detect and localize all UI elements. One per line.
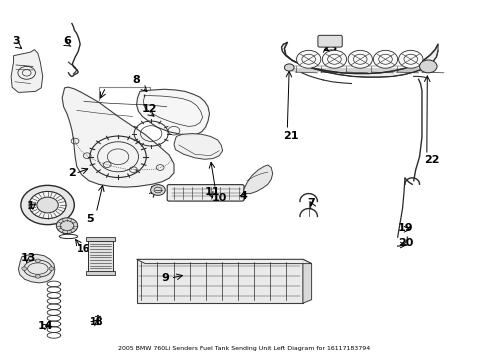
Text: 15: 15 bbox=[60, 223, 73, 233]
Text: 16: 16 bbox=[77, 244, 90, 254]
Circle shape bbox=[322, 50, 346, 68]
Polygon shape bbox=[302, 259, 311, 303]
Circle shape bbox=[22, 267, 27, 270]
Bar bbox=[86, 237, 115, 242]
Circle shape bbox=[150, 185, 165, 195]
Text: 7: 7 bbox=[307, 198, 315, 208]
Text: 2005 BMW 760Li Senders Fuel Tank Sending Unit Left Diagram for 16117183794: 2005 BMW 760Li Senders Fuel Tank Sending… bbox=[118, 346, 370, 351]
Text: 8: 8 bbox=[132, 75, 140, 85]
Text: 2: 2 bbox=[68, 168, 76, 179]
Text: 21: 21 bbox=[283, 131, 298, 141]
Bar bbox=[86, 271, 115, 275]
Polygon shape bbox=[243, 165, 272, 194]
Circle shape bbox=[296, 50, 320, 68]
Circle shape bbox=[372, 50, 397, 68]
Text: 19: 19 bbox=[397, 223, 412, 233]
Circle shape bbox=[347, 50, 372, 68]
Polygon shape bbox=[174, 134, 222, 159]
Polygon shape bbox=[11, 50, 42, 93]
Text: 14: 14 bbox=[38, 321, 53, 331]
Circle shape bbox=[37, 197, 58, 213]
FancyBboxPatch shape bbox=[317, 35, 342, 47]
Polygon shape bbox=[136, 259, 311, 264]
Text: 20: 20 bbox=[397, 238, 412, 248]
Circle shape bbox=[398, 50, 422, 68]
Text: 9: 9 bbox=[162, 273, 169, 283]
Circle shape bbox=[419, 60, 436, 73]
Polygon shape bbox=[281, 42, 437, 77]
Text: 23: 23 bbox=[322, 43, 337, 53]
Polygon shape bbox=[19, 254, 55, 283]
Text: 4: 4 bbox=[239, 190, 247, 201]
Polygon shape bbox=[136, 89, 209, 135]
Bar bbox=[88, 242, 113, 273]
Text: 12: 12 bbox=[141, 104, 157, 114]
Polygon shape bbox=[136, 259, 302, 303]
Text: 11: 11 bbox=[204, 187, 220, 197]
Circle shape bbox=[284, 64, 293, 71]
Circle shape bbox=[35, 259, 40, 262]
Text: 5: 5 bbox=[86, 214, 94, 224]
Text: 13: 13 bbox=[21, 253, 36, 264]
Text: 22: 22 bbox=[424, 155, 439, 165]
Circle shape bbox=[29, 192, 66, 219]
Circle shape bbox=[49, 267, 54, 270]
Text: 10: 10 bbox=[211, 193, 226, 203]
Circle shape bbox=[21, 185, 74, 225]
Text: 1: 1 bbox=[27, 201, 34, 211]
Text: 18: 18 bbox=[90, 317, 103, 327]
Polygon shape bbox=[62, 87, 174, 187]
Text: 17: 17 bbox=[149, 186, 163, 196]
FancyBboxPatch shape bbox=[167, 185, 244, 201]
Text: 3: 3 bbox=[12, 36, 20, 46]
Circle shape bbox=[35, 275, 40, 278]
Text: 6: 6 bbox=[63, 36, 71, 46]
Circle shape bbox=[56, 218, 78, 234]
